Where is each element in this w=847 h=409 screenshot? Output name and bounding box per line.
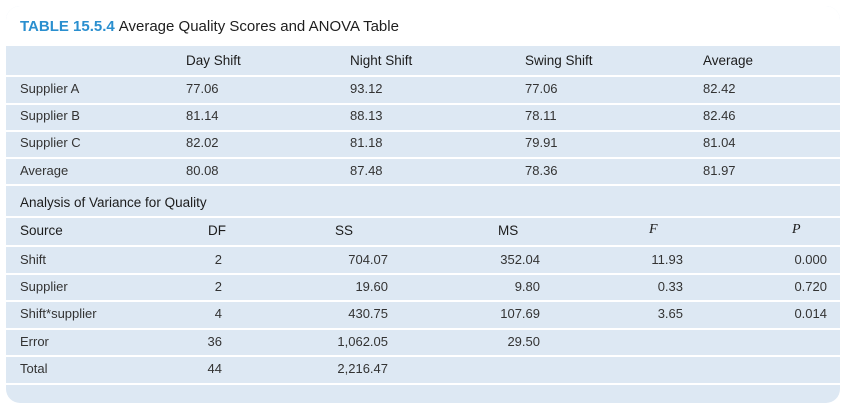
anova-source: Total	[20, 361, 48, 376]
anova-source: Shift	[20, 252, 47, 267]
col-header-day-shift: Day Shift	[186, 53, 241, 68]
row-separator	[6, 273, 840, 275]
table-cell: 77.06	[525, 81, 558, 96]
anova-col-f: F	[649, 222, 658, 237]
anova-ms: 352.04	[500, 252, 540, 267]
anova-col-ss: SS	[335, 223, 354, 238]
table-cell: 81.04	[703, 135, 736, 150]
anova-df: 4	[214, 306, 222, 321]
row-separator	[6, 245, 840, 247]
anova-col-ms: MS	[498, 223, 519, 238]
row-separator	[6, 383, 840, 385]
col-header-night-shift: Night Shift	[350, 53, 413, 68]
table-cell: 82.02	[186, 135, 219, 150]
anova-source: Supplier	[20, 279, 68, 294]
table-caption: Average Quality Scores and ANOVA Table	[118, 18, 399, 35]
anova-p: 0.720	[794, 279, 827, 294]
table-cell: 81.18	[350, 135, 383, 150]
anova-col-p: P	[792, 222, 801, 237]
anova-heading: Analysis of Variance for Quality	[20, 195, 207, 210]
table-number: TABLE 15.5.4	[20, 18, 115, 35]
anova-source: Shift*supplier	[20, 306, 97, 321]
table-cell: 81.14	[186, 108, 219, 123]
row-label: Supplier C	[20, 135, 81, 150]
anova-ms: 29.50	[507, 334, 540, 349]
anova-f: 3.65	[657, 306, 683, 321]
table-cell: 82.42	[703, 81, 736, 96]
row-separator	[6, 157, 840, 159]
row-label: Average	[20, 163, 69, 178]
row-separator	[6, 103, 840, 105]
table-cell: 88.13	[350, 108, 383, 123]
row-separator	[6, 216, 840, 218]
col-header-swing-shift: Swing Shift	[525, 53, 593, 68]
anova-df: 2	[214, 252, 222, 267]
anova-ms: 107.69	[500, 306, 540, 321]
anova-df: 36	[207, 334, 222, 349]
anova-ss: 2,216.47	[337, 361, 388, 376]
anova-source: Error	[20, 334, 49, 349]
col-header-average: Average	[703, 53, 754, 68]
row-label: Supplier B	[20, 108, 80, 123]
anova-ms: 9.80	[514, 279, 540, 294]
anova-ss: 19.60	[355, 279, 388, 294]
anova-p: 0.014	[794, 306, 827, 321]
row-label: Supplier A	[20, 81, 80, 96]
section-separator	[6, 184, 840, 186]
row-separator	[6, 130, 840, 132]
table-title: TABLE 15.5.4 Average Quality Scores and …	[20, 18, 399, 36]
row-separator	[6, 75, 840, 77]
table-cell: 79.91	[525, 135, 558, 150]
anova-f: 0.33	[657, 279, 683, 294]
anova-p: 0.000	[794, 252, 827, 267]
anova-f: 11.93	[651, 252, 683, 267]
table-cell: 78.11	[525, 108, 557, 123]
row-separator	[6, 355, 840, 357]
table-cell: 81.97	[703, 163, 736, 178]
row-separator	[6, 300, 840, 302]
anova-ss: 1,062.05	[337, 334, 388, 349]
anova-df: 44	[207, 361, 222, 376]
anova-df: 2	[214, 279, 222, 294]
row-separator	[6, 328, 840, 330]
anova-ss: 704.07	[348, 252, 388, 267]
table-cell: 87.48	[350, 163, 383, 178]
anova-col-source: Source	[20, 223, 63, 238]
table-cell: 77.06	[186, 81, 219, 96]
table-cell: 93.12	[350, 81, 383, 96]
anova-col-df: DF	[208, 223, 226, 238]
title-bar: TABLE 15.5.4 Average Quality Scores and …	[6, 6, 840, 46]
table-cell: 78.36	[525, 163, 558, 178]
table-cell: 80.08	[186, 163, 219, 178]
table-frame: TABLE 15.5.4 Average Quality Scores and …	[6, 6, 840, 403]
anova-ss: 430.75	[348, 306, 388, 321]
table-cell: 82.46	[703, 108, 736, 123]
